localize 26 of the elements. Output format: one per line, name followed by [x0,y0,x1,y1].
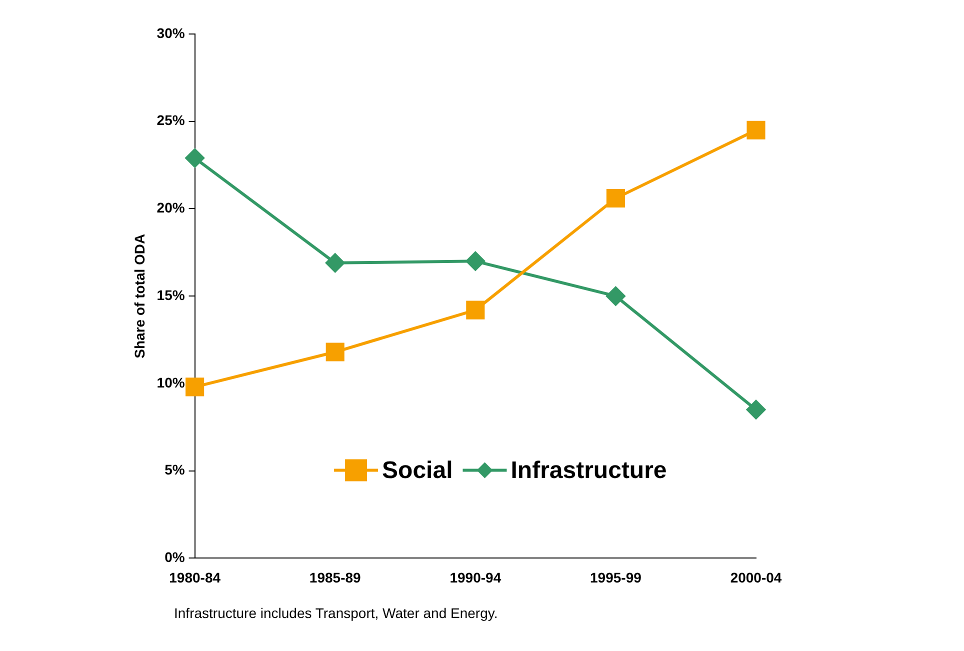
y-axis-title: Share of total ODA [131,234,148,358]
y-tick-label: 25% [156,112,186,128]
x-tick-label: 1990-94 [450,569,502,586]
text: Infrastructure includes Transport, Water and Energy. [174,605,499,621]
point [466,252,485,271]
y-tick-label: 5% [164,462,186,478]
y-tick-label: 10% [156,374,186,390]
point [746,120,766,140]
point [466,300,485,320]
y-tick-label: 20% [156,200,186,216]
x-tick-label: 1980-84 [169,569,221,586]
point [185,148,204,168]
legend-label: Social [382,456,453,484]
point [326,342,344,362]
y-tick-label: 0% [164,549,186,566]
point [326,253,345,272]
point [606,188,625,208]
x-tick-label: 2000-04 [730,569,782,586]
y-tick-label: 30% [156,24,186,41]
x-tick-label: 1985-89 [309,569,362,586]
y-tick-label: 15% [156,286,186,303]
point [746,400,766,420]
x-tick-label: 1995-99 [590,569,642,586]
point [186,378,204,396]
point [606,286,626,306]
legend-label: Infrastructure [510,456,667,484]
